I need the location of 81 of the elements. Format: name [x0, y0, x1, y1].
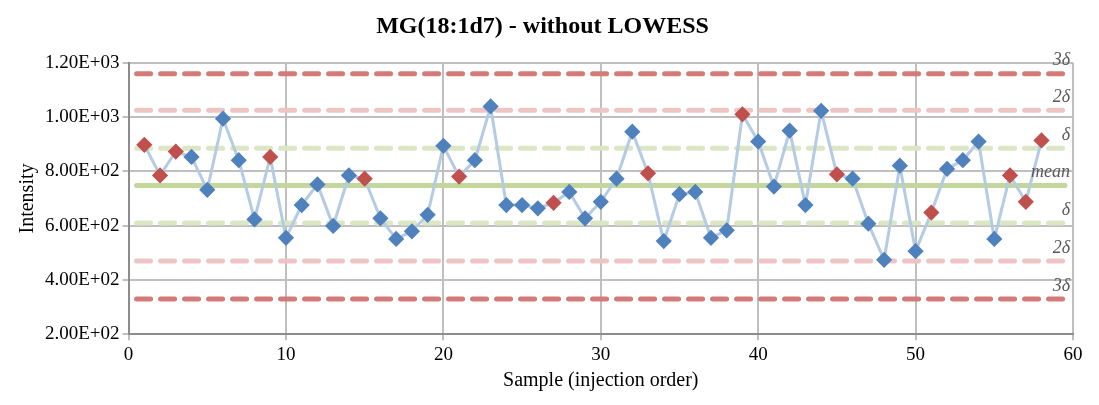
- point: [309, 176, 325, 192]
- point: [184, 149, 200, 165]
- point: [640, 165, 656, 181]
- ref-line-label: 2δ: [1052, 236, 1071, 257]
- point: [325, 218, 341, 234]
- ref-line-label: 3δ: [1051, 49, 1071, 70]
- point: [813, 103, 829, 119]
- point: [1002, 167, 1018, 183]
- x-tick-label: 20: [433, 342, 453, 364]
- point: [357, 171, 373, 187]
- point: [703, 230, 719, 246]
- point: [152, 167, 168, 183]
- y-tick-label: 1.20E+03: [44, 50, 120, 72]
- point: [656, 233, 672, 249]
- ref-line-label: 2δ: [1052, 86, 1071, 107]
- point: [451, 169, 467, 185]
- point: [561, 184, 577, 200]
- point: [247, 211, 262, 227]
- x-tick-label: 10: [276, 342, 296, 364]
- point: [215, 111, 231, 127]
- x-axis-title: Sample (injection order): [503, 368, 699, 392]
- x-tick-label: 30: [591, 342, 611, 364]
- point: [294, 197, 310, 213]
- point: [939, 161, 955, 177]
- point: [923, 205, 939, 221]
- point: [687, 184, 703, 200]
- point: [1034, 132, 1050, 148]
- point: [546, 195, 562, 211]
- point: [514, 197, 530, 213]
- point: [420, 207, 436, 223]
- x-tick-label: 0: [123, 342, 134, 364]
- ref-line-label: 3δ: [1051, 274, 1071, 295]
- point: [971, 134, 987, 150]
- point: [782, 123, 798, 139]
- ref-line-label: δ: [1061, 124, 1071, 145]
- point: [467, 152, 483, 168]
- point: [199, 182, 215, 198]
- point: [876, 252, 892, 268]
- chart-title: MG(18:1d7) - without LOWESS: [376, 11, 709, 38]
- point: [262, 149, 278, 165]
- point: [1018, 194, 1034, 210]
- point: [530, 200, 546, 216]
- point: [593, 194, 609, 210]
- y-tick-label: 4.00E+02: [44, 267, 120, 289]
- point: [388, 231, 404, 247]
- x-tick-label: 60: [1063, 342, 1083, 364]
- point: [860, 216, 876, 232]
- point: [766, 179, 782, 195]
- point: [168, 144, 184, 160]
- point: [577, 210, 593, 226]
- point: [892, 158, 908, 174]
- point: [797, 197, 813, 213]
- y-tick-label: 2.00E+02: [44, 322, 120, 344]
- point: [404, 223, 420, 239]
- point: [734, 106, 750, 122]
- point: [341, 167, 357, 183]
- y-tick-label: 8.00E+02: [44, 159, 120, 181]
- y-axis-title: Intensity: [15, 163, 39, 234]
- point: [624, 124, 640, 140]
- point: [498, 197, 514, 213]
- point: [609, 171, 625, 187]
- point: [136, 137, 152, 153]
- point: [908, 243, 924, 259]
- point: [231, 152, 247, 168]
- point: [719, 222, 735, 238]
- x-tick-label: 40: [748, 342, 768, 364]
- point: [955, 152, 971, 168]
- point: [483, 99, 499, 114]
- point: [435, 138, 451, 154]
- point: [671, 186, 687, 202]
- point: [845, 171, 861, 187]
- ref-line-label: mean: [1031, 161, 1070, 182]
- point: [750, 134, 766, 150]
- point: [829, 166, 845, 182]
- point: [372, 210, 388, 226]
- x-tick-label: 50: [906, 342, 926, 364]
- y-tick-label: 6.00E+02: [44, 213, 120, 235]
- ref-line-label: δ: [1061, 198, 1071, 219]
- y-tick-label: 1.00E+03: [44, 105, 120, 127]
- point: [278, 230, 294, 246]
- point: [986, 231, 1002, 247]
